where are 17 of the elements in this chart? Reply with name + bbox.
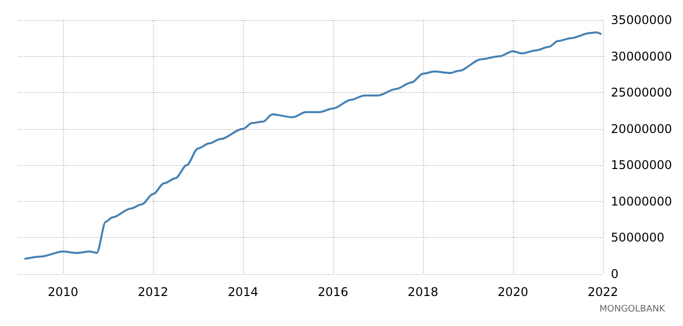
y-tick-label: 20000000 <box>610 122 672 136</box>
y-tick-label: 15000000 <box>610 158 672 172</box>
x-tick-label: 2010 <box>48 285 78 299</box>
y-tick-label: 25000000 <box>610 86 672 100</box>
y-tick-label: 5000000 <box>610 230 664 245</box>
x-tick-label: 2014 <box>228 285 258 299</box>
y-tick-label: 30000000 <box>610 49 672 64</box>
line-series <box>24 31 602 260</box>
text: MONGOLBANK <box>599 304 666 314</box>
x-tick-label: 2022 <box>588 285 618 299</box>
y-tick-label: 10000000 <box>610 194 672 208</box>
x-tick-label: 2012 <box>138 285 168 299</box>
x-tick-label: 2020 <box>498 285 528 299</box>
y-tick-label: 0 <box>610 267 619 281</box>
x-tick-label: 2016 <box>318 285 348 299</box>
x-tick-label: 2018 <box>408 285 438 299</box>
y-tick-label: 35000000 <box>610 13 672 27</box>
